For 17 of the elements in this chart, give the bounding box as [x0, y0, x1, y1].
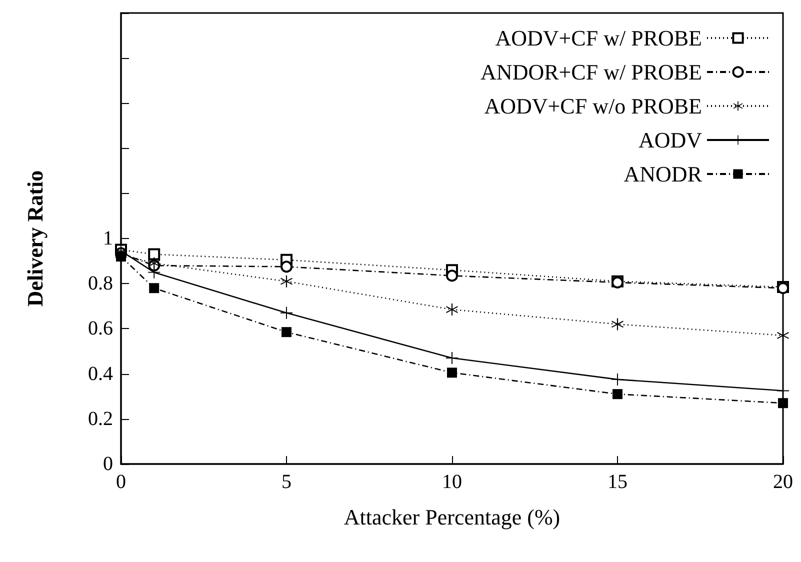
legend-label: ANODR: [624, 162, 702, 186]
x-tick-label: 10: [442, 471, 462, 493]
x-tick-label: 5: [282, 471, 292, 493]
x-axis-title: Attacker Percentage (%): [344, 504, 560, 530]
legend-label: AODV: [638, 128, 702, 152]
y-tick-label: 0: [103, 453, 113, 475]
y-axis-title: Delivery Ratio: [22, 170, 48, 307]
legend-label: AODV+CF w/o PROBE: [484, 94, 702, 118]
x-tick-label: 15: [608, 471, 628, 493]
y-tick-label: 0.8: [88, 272, 113, 295]
legend-label: AODV+CF w/ PROBE: [495, 26, 702, 50]
x-tick-label: 20: [773, 471, 793, 493]
legend-label: ANDOR+CF w/ PROBE: [480, 60, 702, 84]
y-tick-label: 0.2: [88, 408, 113, 430]
y-tick-label: 1: [103, 228, 113, 250]
y-tick-label: 0.4: [88, 362, 113, 385]
y-tick-label: 0.6: [88, 318, 113, 340]
